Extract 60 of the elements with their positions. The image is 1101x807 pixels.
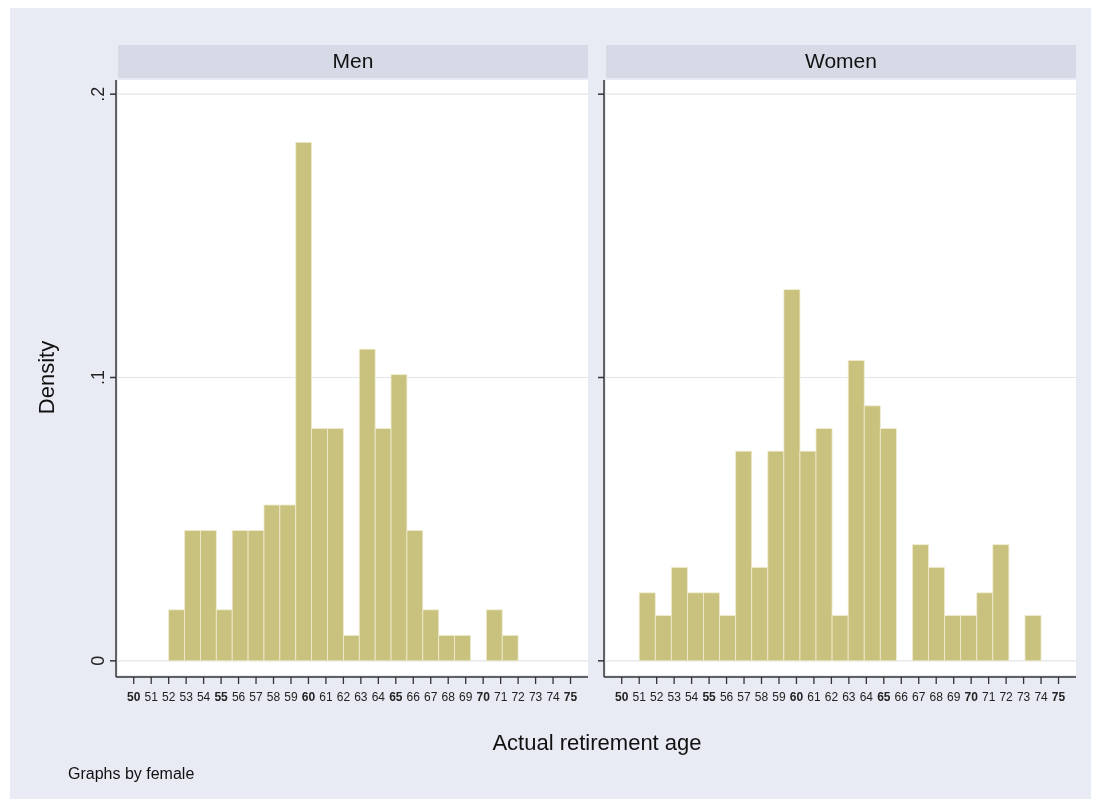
x-tick-label: 63 [842,690,856,704]
x-tick-label: 73 [1016,690,1031,704]
x-tick-label: 65 [877,690,891,704]
x-tick-label: 66 [406,690,421,704]
x-tick-label: 64 [859,690,874,704]
x-tick-label: 59 [284,690,298,704]
chart-title: Men [332,49,374,72]
x-tick-label: 72 [511,690,526,704]
x-tick-label: 67 [424,690,438,704]
x-tick-label: 61 [807,690,821,704]
x-tick-label: 69 [947,690,961,704]
x-tick-label: 65 [389,690,403,704]
x-tick-label: 68 [441,690,456,704]
x-tick-label: 57 [249,690,264,704]
x-tick-label: 60 [789,690,804,704]
x-tick-label: 61 [319,690,333,704]
x-tick-label: 55 [214,690,229,704]
x-tick-label: 62 [336,690,351,704]
x-tick-label: 54 [196,690,211,704]
x-tick-label: 58 [266,690,281,704]
x-tick-label: 75 [563,690,578,704]
x-tick-label: 75 [1051,690,1066,704]
x-tick-label: 51 [632,690,647,704]
x-tick-label: 50 [615,690,629,704]
x-tick-label: 54 [684,690,699,704]
x-tick-label: 66 [894,690,909,704]
x-tick-label: 72 [999,690,1014,704]
y-axis-title: Density [34,340,59,415]
x-tick-label: 71 [981,690,996,704]
x-axis-title: Actual retirement age [492,730,702,755]
x-tick-label: 74 [546,690,561,704]
y-tick-label: 0 [88,655,108,666]
x-tick-label: 50 [127,690,141,704]
x-tick-label: 68 [929,690,944,704]
text: Graphs by female [68,765,195,782]
x-tick-label: 63 [354,690,368,704]
x-tick-label: 52 [649,690,664,704]
x-tick-label: 71 [493,690,508,704]
x-tick-label: 51 [144,690,159,704]
x-tick-label: 67 [912,690,926,704]
x-tick-label: 55 [702,690,717,704]
x-tick-label: 57 [737,690,752,704]
chart-title: Women [805,49,877,72]
x-tick-label: 53 [179,690,194,704]
y-tick-label: .1 [88,369,108,386]
x-tick-label: 60 [301,690,316,704]
x-tick-label: 70 [964,690,979,704]
x-tick-label: 62 [824,690,839,704]
x-tick-label: 69 [459,690,473,704]
x-tick-label: 73 [528,690,543,704]
x-tick-label: 56 [719,690,734,704]
x-tick-label: 53 [667,690,682,704]
x-tick-label: 58 [754,690,769,704]
x-tick-label: 64 [371,690,386,704]
x-tick-label: 56 [231,690,246,704]
x-tick-label: 59 [772,690,786,704]
x-tick-label: 74 [1034,690,1049,704]
x-tick-label: 52 [161,690,176,704]
y-tick-label: .2 [88,86,108,102]
x-tick-label: 70 [476,690,491,704]
